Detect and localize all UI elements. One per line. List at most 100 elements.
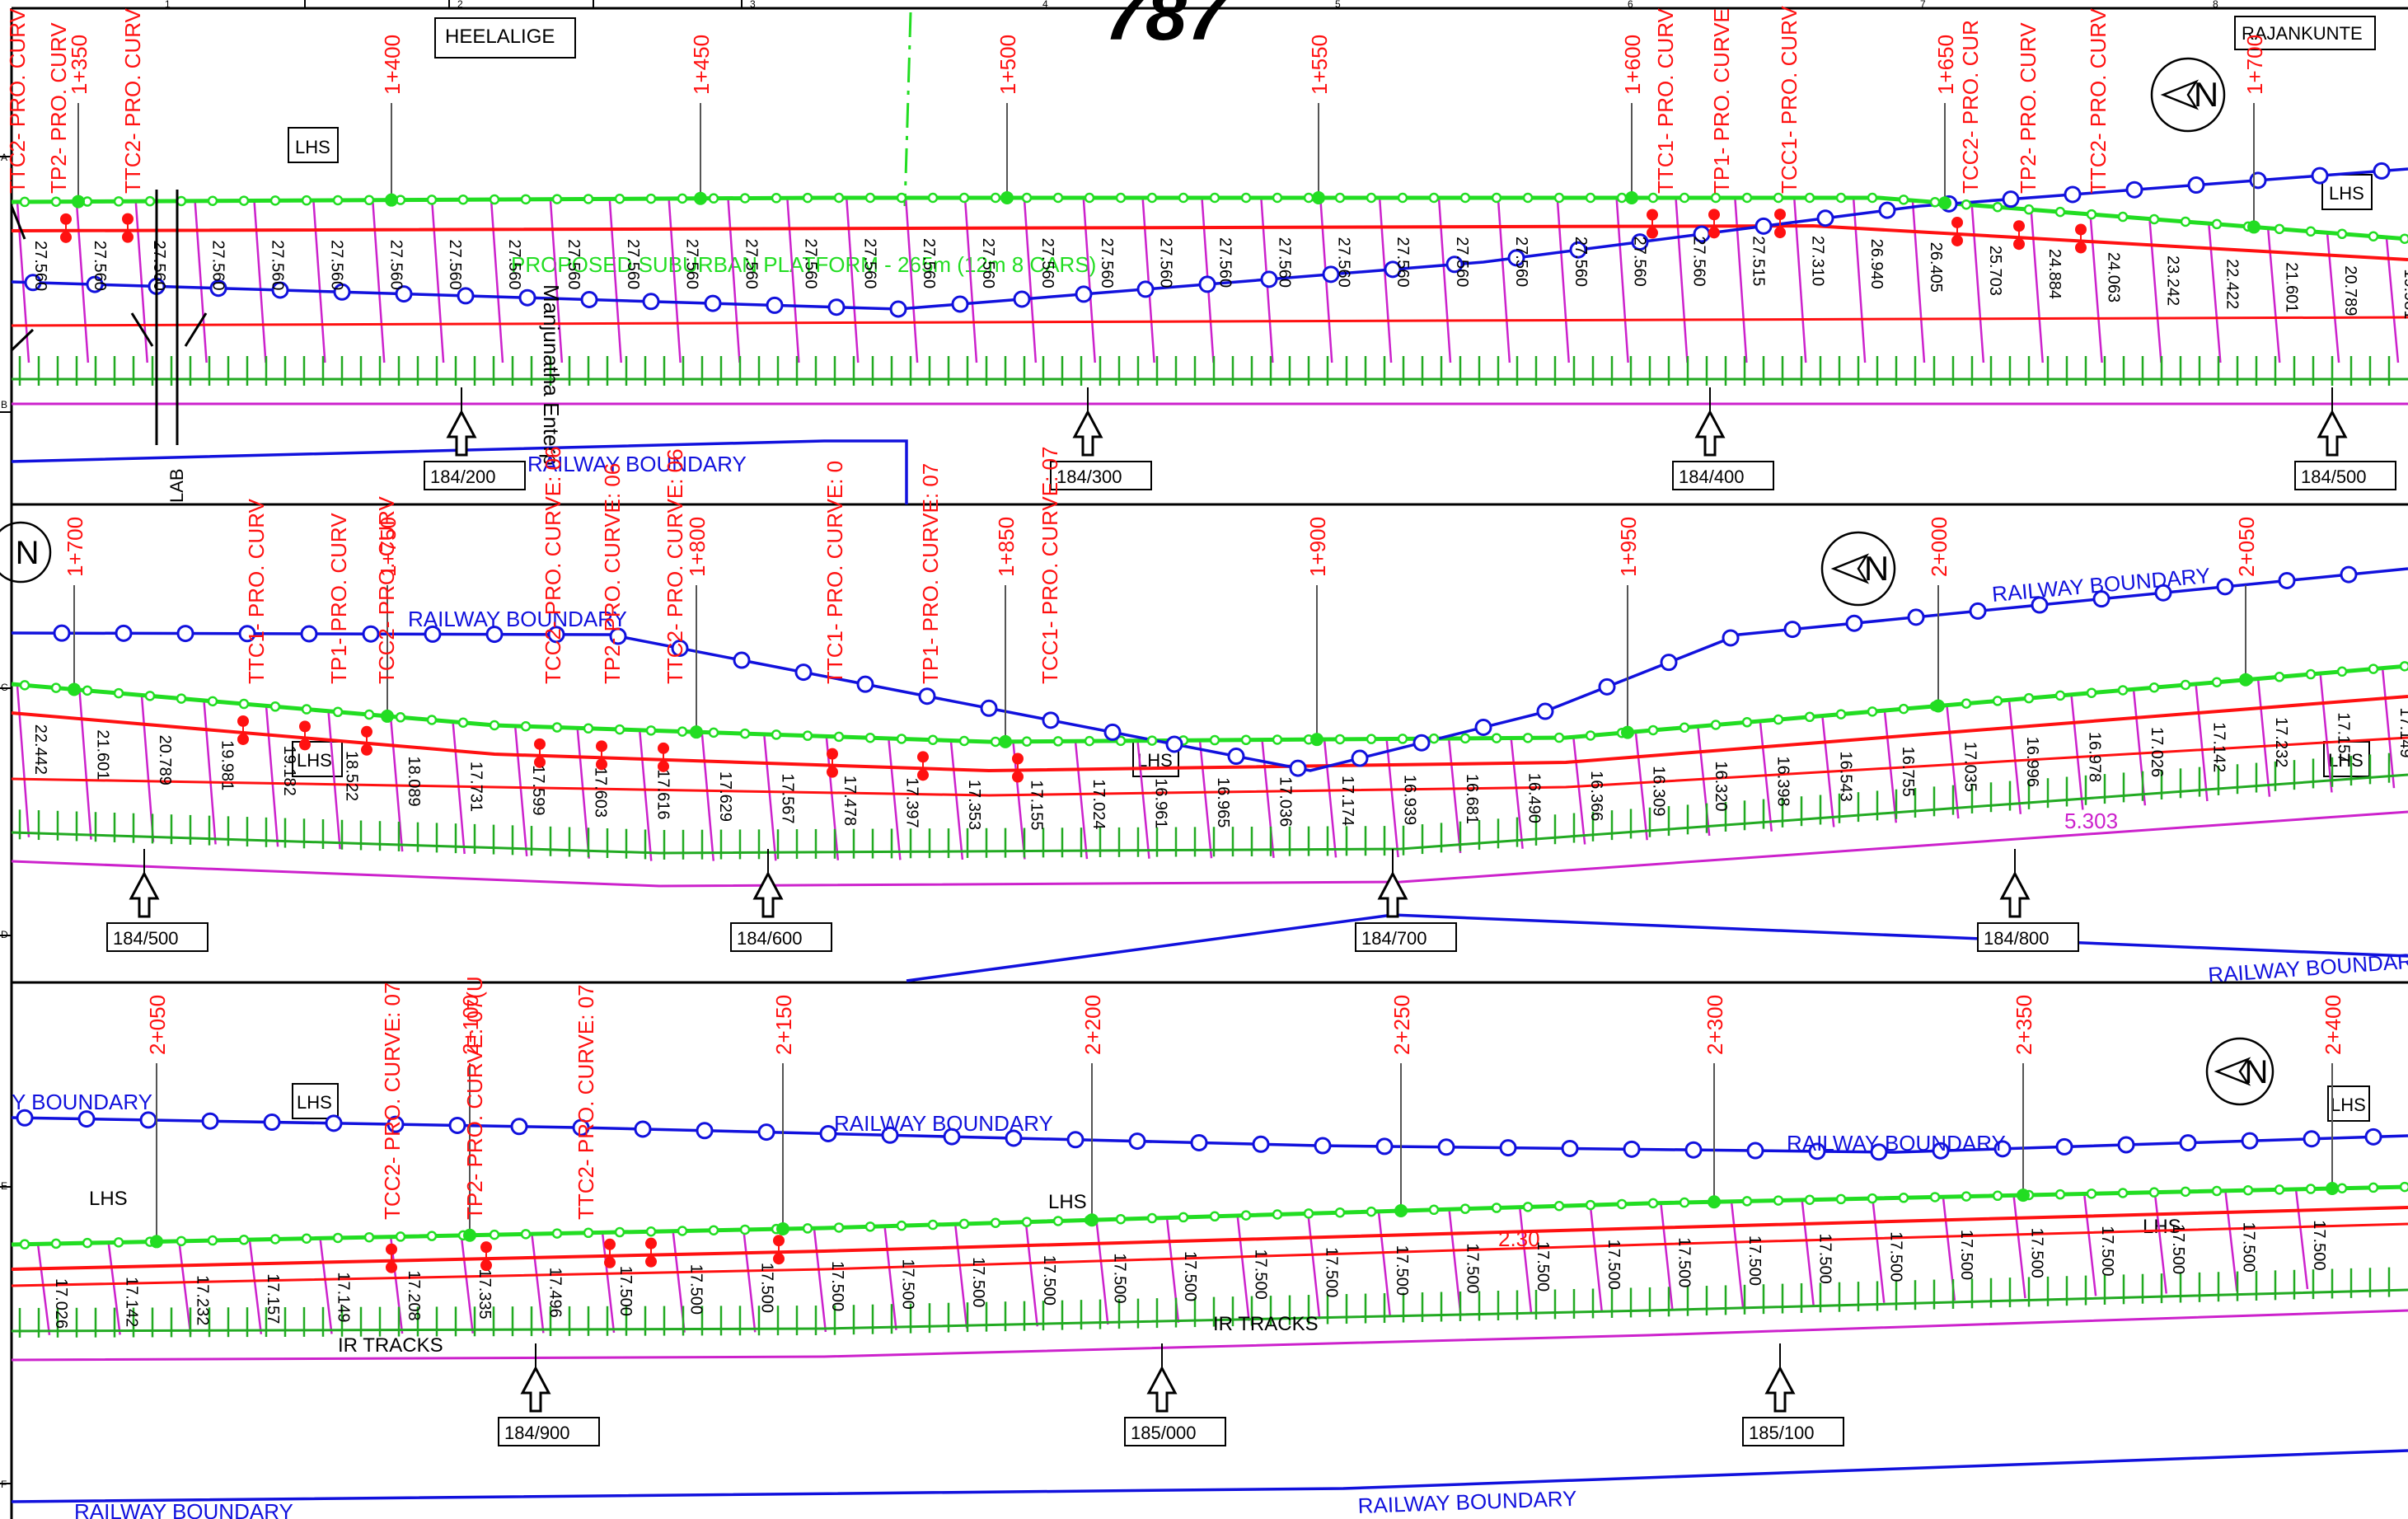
formation-point [583, 194, 594, 204]
offset-tick [265, 706, 279, 847]
offset-tick [1074, 741, 1089, 860]
boundary-point [86, 275, 104, 293]
offset-tick [963, 197, 978, 363]
offset-tick [1447, 738, 1462, 854]
formation-point [395, 1231, 406, 1242]
formation-point [739, 1224, 751, 1235]
offset-tick [452, 722, 466, 855]
formation-point [50, 196, 62, 207]
level-label: 17.026 [2148, 727, 2166, 777]
formation-point [82, 685, 93, 696]
level-label: 16.681 [1463, 774, 1481, 824]
formation-point [1178, 192, 1189, 204]
curve-label: TP2- PRO. CURVE: 06 [600, 463, 625, 684]
formation-point [426, 195, 438, 205]
boundary-point [325, 1114, 343, 1132]
formation-point [2054, 1188, 2066, 1200]
boundary-label: Y BOUNDARY [12, 1090, 152, 1114]
formation-point [1679, 722, 1690, 733]
boundary-point [819, 1124, 837, 1142]
offset-tick [178, 1240, 192, 1335]
formation-point [1741, 1196, 1753, 1207]
formation-point [1679, 192, 1690, 204]
offset-tick [700, 732, 715, 861]
survey-points [16, 1109, 2408, 1273]
formation-point [2180, 1186, 2191, 1198]
formation-point [1428, 733, 1440, 744]
level-label: 17.603 [592, 767, 610, 818]
formation-point [2336, 1183, 2348, 1193]
sheet-frame [0, 7, 2408, 1519]
formation-point [2117, 211, 2129, 223]
boundary-point [671, 640, 689, 657]
level-label: 17.500 [757, 1263, 775, 1313]
boundary-point [1103, 723, 1122, 741]
offset-tick [1377, 1211, 1392, 1318]
grid-number: 4 [1042, 0, 1048, 10]
boundary-point [333, 283, 351, 301]
curve-label: TP1- PRO. CURVE: 07 [918, 463, 943, 684]
chainage-point [2239, 673, 2252, 687]
dimension-label: 2.30 [1498, 1226, 1540, 1251]
formation-point [176, 693, 187, 704]
formation-point [1898, 703, 1909, 715]
chainage-point [2017, 1188, 2030, 1203]
offset-tick [949, 740, 964, 860]
formation-point [1835, 192, 1847, 204]
level-label: 16.961 [1151, 778, 1169, 828]
formation-point [896, 1220, 907, 1231]
boundary-point [889, 300, 907, 318]
level-label: 19.981 [218, 740, 237, 790]
km-post-label: 185/000 [1131, 1423, 1197, 1443]
boundary-point [609, 627, 627, 645]
boundary-point [24, 274, 42, 292]
north-arrow: N [2205, 1037, 2274, 1106]
formation-point [1272, 192, 1283, 204]
grid-number: 8 [2213, 0, 2218, 10]
boundary-point [1932, 1142, 1950, 1160]
formation-point [2054, 690, 2066, 701]
survey-points [19, 565, 2408, 783]
chainage-label: 1+800 [685, 517, 710, 577]
railway-boundary-line-lower [11, 1449, 2408, 1503]
boundary-point [510, 1118, 528, 1136]
boundary-point [201, 1112, 219, 1130]
formation-point [614, 1226, 625, 1238]
formation-point [2399, 661, 2408, 672]
formation-point [1084, 192, 1095, 204]
level-label: 17.500 [828, 1261, 846, 1311]
boundary-point [881, 1126, 899, 1144]
boundary-label: RAILWAY BOUNDARY [74, 1499, 293, 1519]
level-label: 17.232 [193, 1275, 211, 1325]
level-label: 18.089 [405, 756, 423, 806]
level-label: 17.500 [687, 1264, 705, 1315]
place-label-left: HEELALIGE [445, 26, 555, 48]
offset-tick [513, 726, 528, 856]
boundary-point [2278, 571, 2296, 589]
formation-point [1585, 1199, 1596, 1211]
formation-point [144, 691, 156, 701]
formation-line [11, 195, 2408, 241]
level-label: 16.965 [1214, 777, 1232, 827]
boundary-point [1042, 711, 1060, 729]
offset-tick [953, 1223, 968, 1329]
km-post: 184/500 [106, 849, 208, 952]
km-post-label: 184/900 [504, 1423, 570, 1443]
alignment-line-lower [11, 316, 2408, 327]
formation-point [1052, 192, 1064, 204]
offset-tick [1946, 704, 1960, 819]
formation-point [2399, 1181, 2408, 1193]
formation-point [1146, 1212, 1158, 1224]
formation-point [927, 192, 939, 204]
lab-label: LAB [166, 468, 187, 503]
lhs-label: LHS [89, 1188, 128, 1210]
level-label: 17.616 [654, 769, 672, 819]
chainage-point [1310, 733, 1323, 747]
formation-point [2274, 223, 2285, 235]
boundary-point [16, 1109, 34, 1127]
formation-point [332, 1232, 344, 1244]
offset-tick [1307, 1212, 1321, 1320]
level-label: 17.036 [1277, 776, 1295, 827]
boundary-point [176, 625, 194, 643]
boundary-point [757, 1123, 775, 1142]
